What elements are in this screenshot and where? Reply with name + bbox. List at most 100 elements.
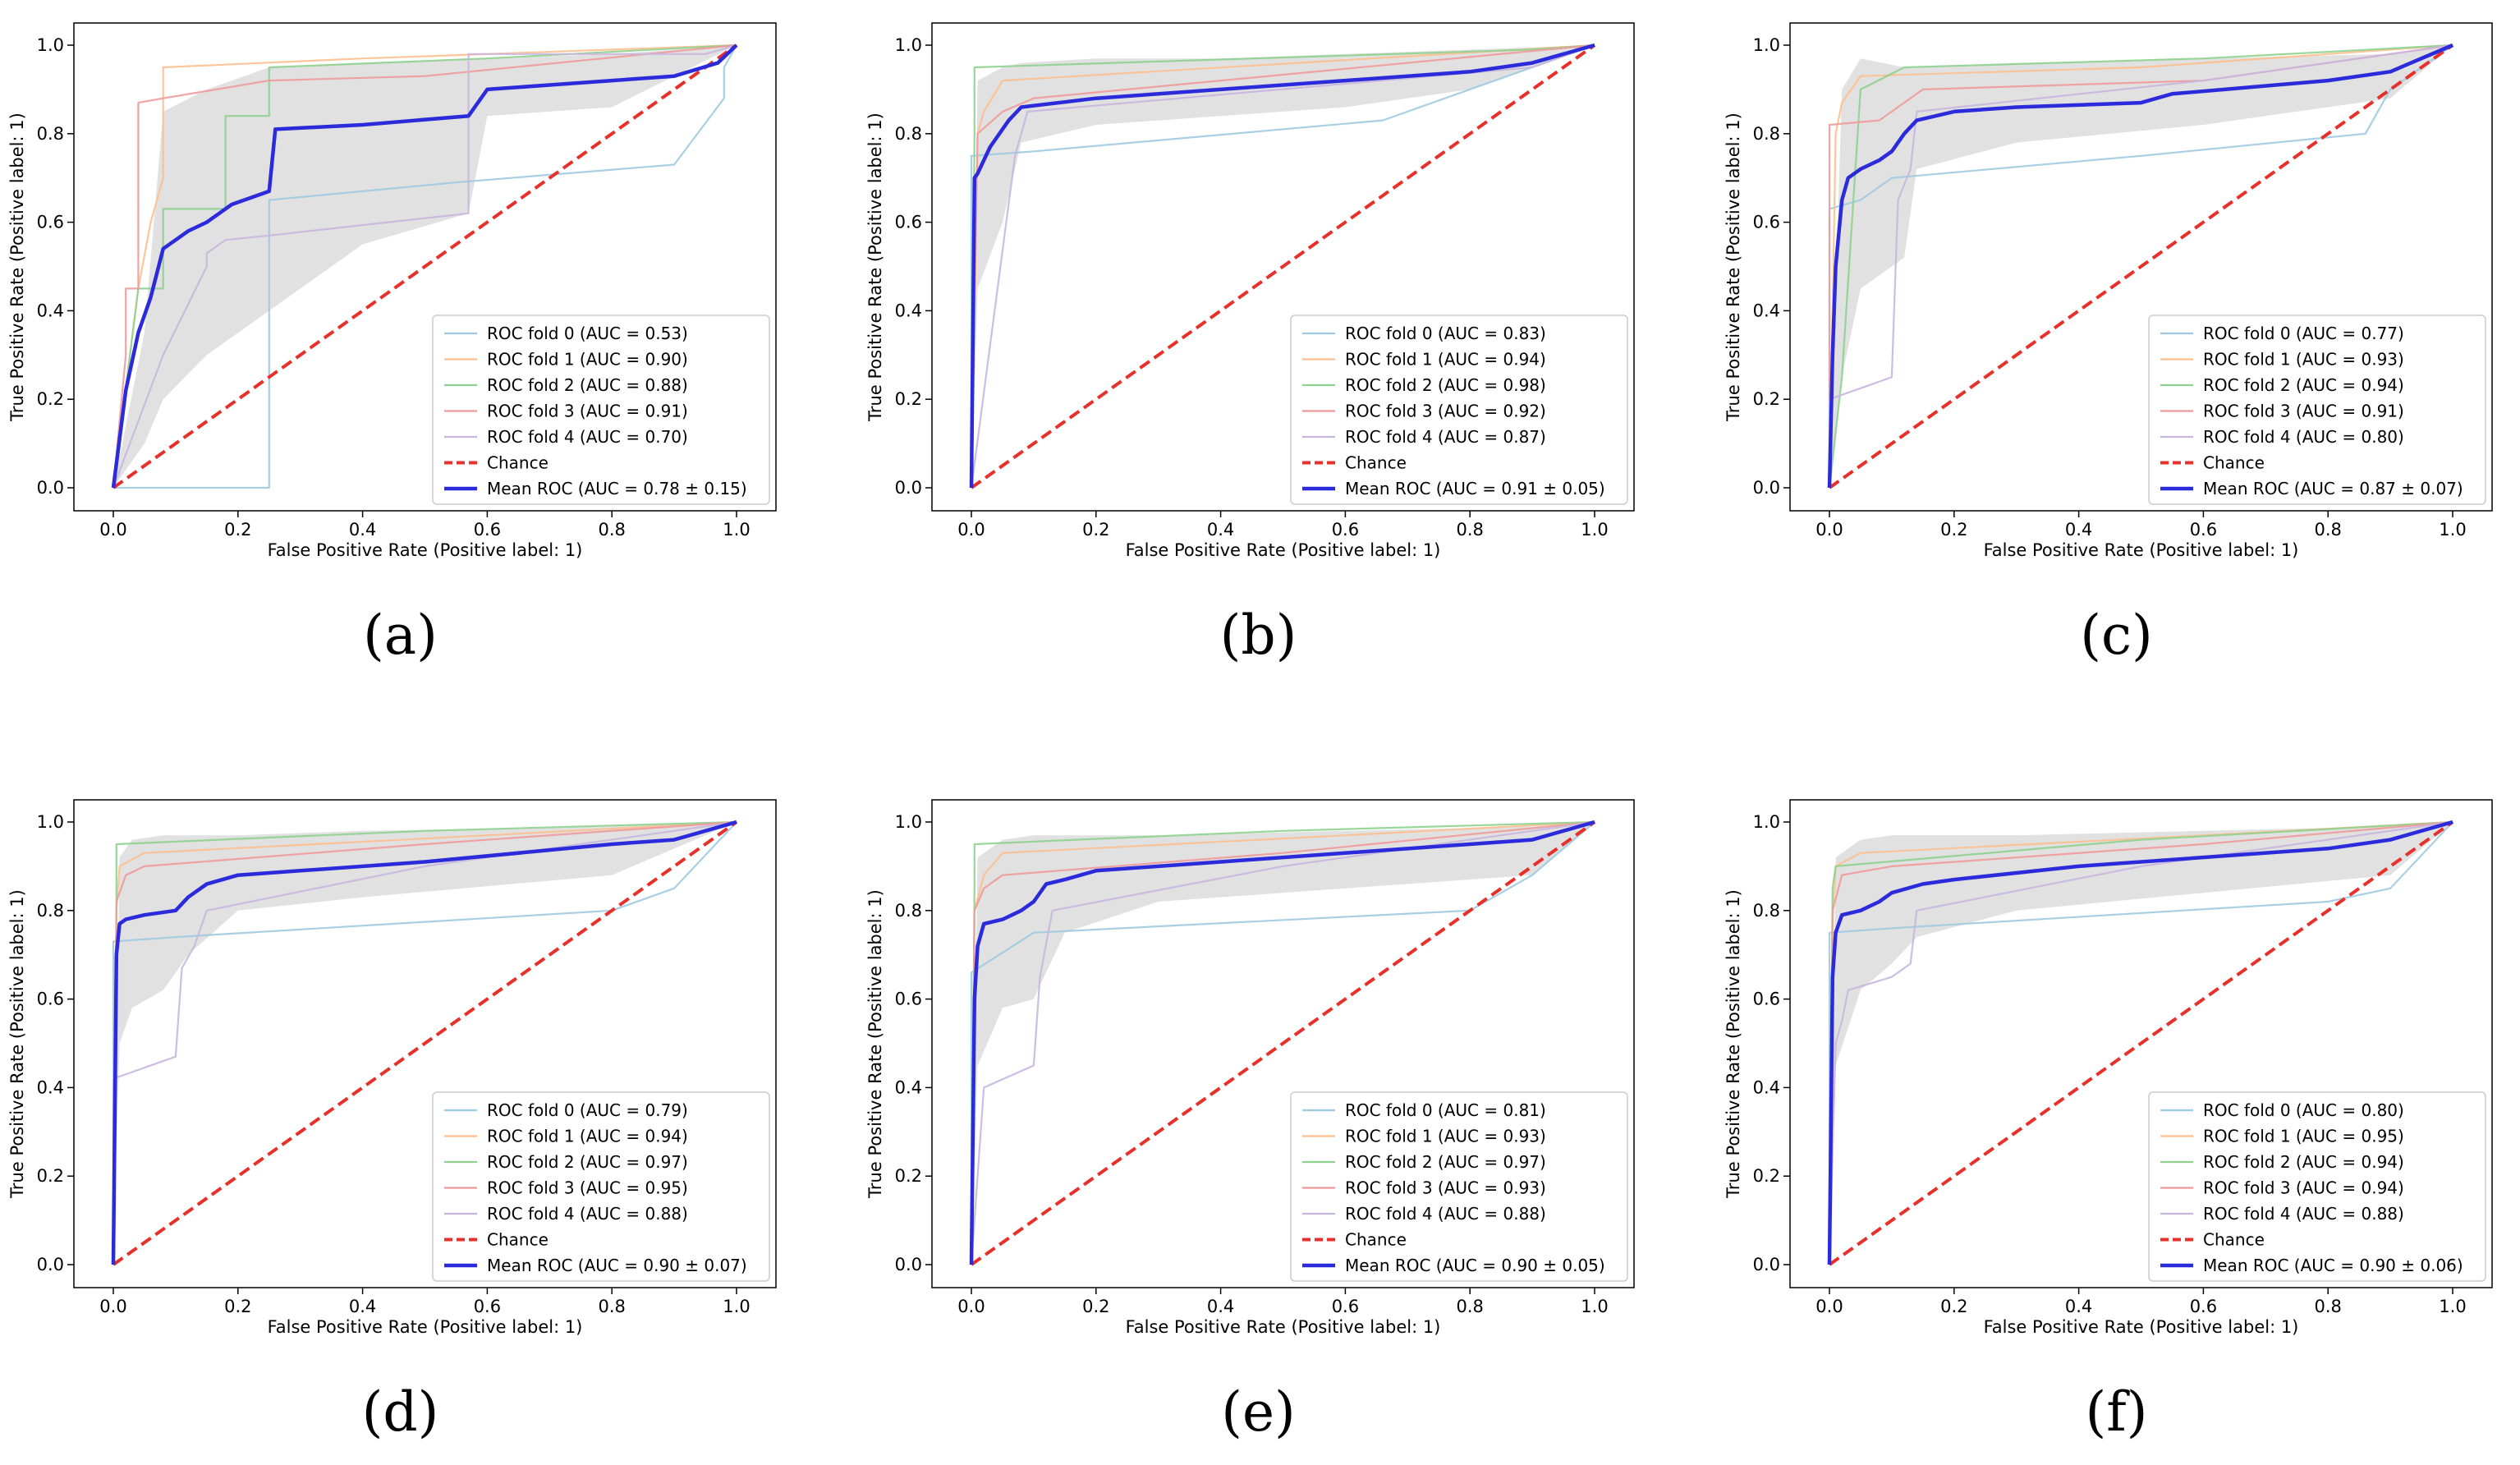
y-tick-label: 1.0 <box>37 35 64 55</box>
roc-fold-2-line <box>112 44 737 489</box>
legend-mean-label: Mean ROC (AUC = 0.91 ± 0.05) <box>1345 479 1605 498</box>
panel-label: (d) <box>362 1380 439 1444</box>
y-tick-label: 0.8 <box>895 901 922 921</box>
y-axis-label: True Positive Rate (Positive label: 1) <box>7 113 27 422</box>
legend-box <box>432 1091 770 1282</box>
mean-roc-line <box>1827 43 2453 489</box>
x-tick-label: 0.0 <box>1815 1297 1843 1316</box>
roc-fold-0-line <box>112 821 737 1265</box>
roc-fold-4-line <box>1828 820 2453 1265</box>
y-tick-label: 0.6 <box>37 990 64 1009</box>
legend-box <box>2148 315 2486 505</box>
mean-roc-line <box>969 43 1595 489</box>
std-band <box>113 45 737 488</box>
x-axis-label: False Positive Rate (Positive label: 1) <box>268 540 583 560</box>
std-band <box>971 45 1595 488</box>
x-tick-label: 0.6 <box>2190 1297 2217 1316</box>
panel-label: (b) <box>1220 604 1297 667</box>
mean-roc-line <box>111 820 737 1265</box>
legend-fold-2-label: ROC fold 2 (AUC = 0.88) <box>487 375 688 395</box>
x-tick-label: 1.0 <box>723 1297 750 1316</box>
x-tick-label: 0.6 <box>1332 1297 1359 1316</box>
legend-chance-label: Chance <box>1345 453 1407 473</box>
panel-label: (e) <box>1221 1380 1296 1444</box>
y-tick-label: 0.2 <box>37 1166 64 1186</box>
chance-line <box>112 820 738 1266</box>
x-tick-label: 0.2 <box>1940 520 1967 540</box>
y-tick-label: 0.8 <box>895 124 922 144</box>
plot-frame <box>931 799 1635 1288</box>
legend-fold-0-label: ROC fold 0 (AUC = 0.81) <box>1345 1100 1546 1120</box>
roc-panel-2: 0.0 0.2 0.4 0.6 0.8 1.0 0.0 0.2 0.4 0.6 0.8 1.0 Fals… <box>1724 22 2493 667</box>
legend-box <box>1290 1091 1628 1282</box>
roc-panel-3: 0.0 0.2 0.4 0.6 0.8 1.0 0.0 0.2 0.4 0.6 0.8 1.0 Fals… <box>7 799 777 1444</box>
roc-fold-0-line <box>113 44 737 489</box>
roc-fold-0-line <box>1828 821 2453 1265</box>
roc-fold-3-line <box>112 44 737 489</box>
roc-fold-4-line <box>112 44 737 489</box>
legend-fold-0-label: ROC fold 0 (AUC = 0.79) <box>487 1100 688 1120</box>
legend-fold-4-label: ROC fold 4 (AUC = 0.87) <box>1345 427 1546 447</box>
x-tick-label: 0.6 <box>2190 520 2217 540</box>
legend: ROC fold 0 (AUC = 0.83) ROC fold 1 (AUC =… <box>1290 315 1628 505</box>
chance-line <box>112 44 738 489</box>
y-tick-label: 0.6 <box>37 213 64 232</box>
mean-roc-line <box>1827 820 2453 1265</box>
legend-chance-label: Chance <box>2203 1230 2265 1250</box>
y-tick-label: 0.0 <box>37 1255 64 1274</box>
y-tick-label: 0.0 <box>895 478 922 498</box>
legend-mean-label: Mean ROC (AUC = 0.78 ± 0.15) <box>487 479 747 498</box>
y-tick-label: 0.2 <box>37 389 64 409</box>
plot-frame <box>1789 22 2493 512</box>
y-axis-label: True Positive Rate (Positive label: 1) <box>7 889 27 1199</box>
y-tick-label: 0.4 <box>1753 301 1780 320</box>
x-tick-label: 0.2 <box>1082 520 1109 540</box>
x-tick-label: 0.0 <box>957 1297 985 1316</box>
panel-label: (c) <box>2080 604 2152 667</box>
y-tick-label: 0.8 <box>37 124 64 144</box>
y-tick-label: 0.4 <box>37 301 64 320</box>
legend-fold-1-label: ROC fold 1 (AUC = 0.93) <box>1345 1127 1546 1146</box>
x-tick-label: 0.4 <box>1207 1297 1234 1316</box>
chance-line <box>1828 44 2454 489</box>
legend: ROC fold 0 (AUC = 0.81) ROC fold 1 (AUC =… <box>1290 1091 1628 1282</box>
chance-line <box>1828 820 2454 1266</box>
legend-fold-1-label: ROC fold 1 (AUC = 0.90) <box>487 350 688 370</box>
legend-fold-3-label: ROC fold 3 (AUC = 0.95) <box>487 1178 688 1198</box>
y-tick-label: 0.8 <box>1753 124 1780 144</box>
panel-label: (a) <box>363 604 438 667</box>
legend-fold-3-label: ROC fold 3 (AUC = 0.93) <box>1345 1178 1546 1198</box>
y-axis-label: True Positive Rate (Positive label: 1) <box>865 113 885 422</box>
legend-box <box>432 315 770 505</box>
std-band <box>113 822 737 1265</box>
legend-fold-4-label: ROC fold 4 (AUC = 0.70) <box>487 427 688 447</box>
chance-line <box>970 820 1596 1266</box>
legend-mean-label: Mean ROC (AUC = 0.90 ± 0.05) <box>1345 1256 1605 1275</box>
legend-fold-3-label: ROC fold 3 (AUC = 0.92) <box>1345 402 1546 421</box>
legend-mean-label: Mean ROC (AUC = 0.90 ± 0.07) <box>487 1256 747 1275</box>
x-tick-label: 0.0 <box>957 520 985 540</box>
legend-fold-1-label: ROC fold 1 (AUC = 0.94) <box>487 1127 688 1146</box>
legend: ROC fold 0 (AUC = 0.77) ROC fold 1 (AUC =… <box>2148 315 2486 505</box>
y-tick-label: 0.2 <box>895 389 922 409</box>
legend-fold-1-label: ROC fold 1 (AUC = 0.94) <box>1345 350 1546 370</box>
x-tick-label: 1.0 <box>1581 520 1608 540</box>
x-tick-label: 0.4 <box>349 1297 376 1316</box>
x-tick-label: 0.0 <box>1815 520 1843 540</box>
roc-fold-4-line <box>970 820 1595 1265</box>
x-tick-label: 0.0 <box>99 520 126 540</box>
roc-fold-0-line <box>970 44 1595 488</box>
y-tick-label: 0.2 <box>1753 389 1780 409</box>
x-tick-label: 0.4 <box>2065 1297 2092 1316</box>
legend: ROC fold 0 (AUC = 0.79) ROC fold 1 (AUC =… <box>432 1091 770 1282</box>
y-tick-label: 1.0 <box>895 812 922 832</box>
x-tick-label: 0.6 <box>474 1297 501 1316</box>
legend-fold-2-label: ROC fold 2 (AUC = 0.97) <box>1345 1152 1546 1172</box>
y-tick-label: 0.4 <box>895 1077 922 1097</box>
x-axis-label: False Positive Rate (Positive label: 1) <box>1984 1317 2299 1337</box>
y-tick-label: 0.4 <box>1753 1077 1780 1097</box>
legend-fold-3-label: ROC fold 3 (AUC = 0.91) <box>487 402 688 421</box>
legend-chance-label: Chance <box>1345 1230 1407 1250</box>
y-tick-label: 0.0 <box>1753 478 1780 498</box>
